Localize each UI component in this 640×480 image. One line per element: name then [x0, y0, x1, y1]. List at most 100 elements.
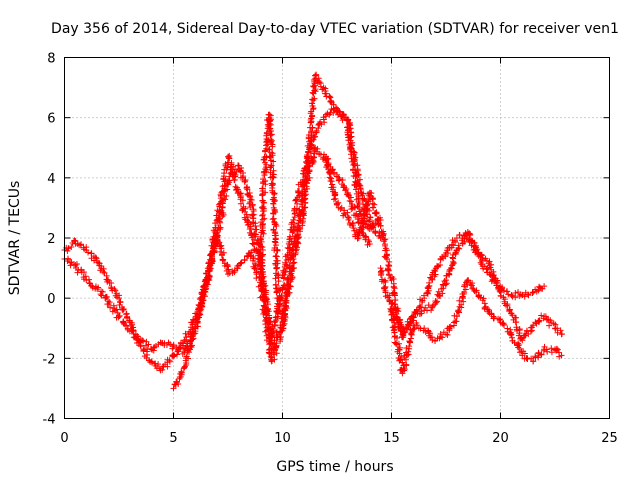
data-point — [198, 294, 205, 301]
data-point — [120, 306, 127, 313]
data-point — [381, 277, 388, 284]
data-point — [393, 317, 400, 324]
data-point — [516, 327, 523, 334]
data-point — [202, 276, 209, 283]
data-point — [377, 222, 384, 229]
data-point — [268, 131, 275, 138]
data-point — [139, 337, 146, 344]
data-point — [260, 176, 267, 183]
data-point — [280, 315, 287, 322]
data-point — [554, 325, 561, 332]
data-point — [291, 259, 298, 266]
data-point — [261, 172, 268, 179]
data-point — [512, 289, 519, 296]
data-point — [86, 280, 93, 287]
data-point — [349, 205, 356, 212]
data-point — [466, 239, 473, 246]
data-point — [442, 253, 449, 260]
data-point — [270, 210, 277, 217]
data-point — [260, 203, 267, 210]
data-point — [324, 162, 331, 169]
data-point — [244, 191, 251, 198]
data-point — [220, 176, 227, 183]
data-point — [244, 183, 251, 190]
data-point — [509, 293, 516, 300]
data-point — [385, 271, 392, 278]
data-point — [108, 284, 115, 291]
data-point — [350, 166, 357, 173]
data-point — [226, 155, 233, 162]
data-point — [419, 299, 426, 306]
data-point — [174, 348, 181, 355]
data-point — [505, 291, 512, 298]
data-point — [308, 129, 315, 136]
data-point — [293, 196, 300, 203]
data-point — [286, 233, 293, 240]
data-point — [407, 316, 414, 323]
data-point — [259, 229, 266, 236]
data-point — [508, 310, 515, 317]
data-point — [270, 226, 277, 233]
data-point — [197, 311, 204, 318]
data-point — [262, 189, 269, 196]
data-point — [183, 353, 190, 360]
data-point — [389, 299, 396, 306]
data-point — [252, 226, 259, 233]
data-point — [327, 178, 334, 184]
data-point — [405, 322, 412, 329]
data-point — [260, 296, 267, 303]
data-point — [259, 212, 266, 219]
x-axis-title: GPS time / hours — [276, 459, 393, 475]
data-point — [408, 315, 415, 322]
data-point — [276, 301, 283, 308]
data-point — [448, 241, 455, 248]
data-point — [382, 254, 389, 261]
data-point — [115, 314, 122, 321]
data-point — [440, 329, 447, 336]
data-point — [418, 310, 425, 317]
data-point — [405, 348, 412, 355]
data-point — [395, 340, 402, 347]
data-point — [456, 309, 463, 316]
data-point — [237, 200, 244, 207]
x-tick-label: 25 — [601, 431, 618, 446]
data-point — [452, 239, 459, 246]
data-point — [424, 290, 431, 297]
y-tick-label: 4 — [47, 172, 55, 187]
data-point — [447, 264, 454, 271]
data-point — [111, 305, 118, 312]
data-point — [106, 299, 113, 306]
data-point — [491, 277, 498, 284]
data-point — [215, 224, 222, 231]
data-point — [82, 273, 89, 280]
data-point — [342, 211, 349, 218]
data-point — [273, 222, 280, 229]
data-point — [456, 303, 463, 310]
data-point — [497, 316, 504, 323]
data-point — [380, 238, 387, 245]
data-point — [435, 288, 442, 295]
data-point — [273, 340, 280, 347]
data-point — [349, 201, 356, 208]
data-point — [484, 269, 491, 276]
data-point — [179, 350, 186, 357]
data-point — [215, 216, 222, 223]
data-point — [326, 174, 333, 181]
data-point — [102, 294, 109, 301]
data-point — [496, 287, 503, 294]
data-point — [201, 285, 208, 292]
data-point — [388, 301, 395, 308]
data-point — [546, 322, 553, 329]
data-point — [437, 261, 444, 268]
data-point — [525, 292, 532, 299]
data-point — [93, 255, 100, 262]
data-point — [99, 288, 106, 295]
data-point — [273, 350, 280, 357]
data-point — [370, 224, 377, 231]
data-point — [275, 278, 282, 285]
data-point — [335, 177, 342, 184]
data-point — [362, 236, 369, 243]
data-point — [380, 231, 387, 238]
data-point — [112, 287, 119, 294]
data-point — [240, 173, 247, 180]
